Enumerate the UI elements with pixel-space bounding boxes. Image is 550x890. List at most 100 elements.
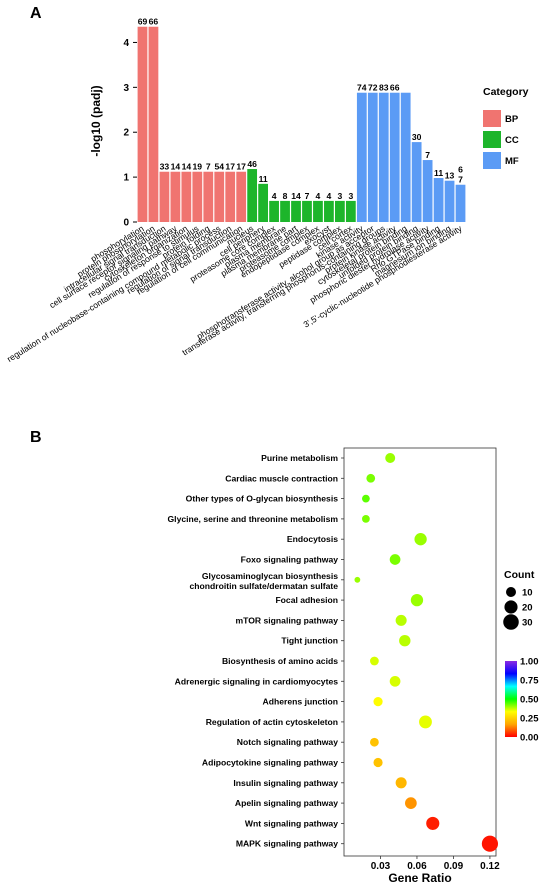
bar-count-label: 7: [305, 191, 310, 201]
y-axis-title: -log10 (padj): [89, 85, 103, 156]
bar-count-label: 66: [149, 17, 159, 27]
bar-count-label: 69: [138, 17, 148, 27]
bar: [236, 171, 247, 222]
pathway-label: Adrenergic signaling in cardiomyocytes: [175, 676, 339, 686]
bar-count-label: 46: [247, 159, 257, 169]
bar: [444, 180, 455, 222]
bar: [159, 171, 170, 222]
bar-count-label: 11: [259, 174, 268, 184]
pathway-label: MAPK signaling pathway: [236, 839, 338, 849]
x-tick-label: 0.09: [444, 861, 464, 872]
bar: [225, 171, 236, 222]
pathway-label: Other types of O-glycan biosynthesis: [186, 494, 339, 504]
bar: [280, 200, 290, 222]
x-tick-label: 0.03: [371, 861, 391, 872]
kegg-enrichment-dot-plot: Purine metabolism Cardiac muscle contract…: [168, 447, 539, 885]
bar: [455, 184, 466, 222]
bar-count-label: 33: [160, 162, 170, 172]
data-point: [385, 453, 396, 463]
bar: [258, 183, 268, 222]
y-tick-label: 2: [123, 128, 129, 139]
data-point: [354, 576, 361, 583]
pathway-label: Adherens junction: [263, 697, 338, 707]
bar: [148, 26, 159, 222]
bar: [247, 169, 258, 222]
data-point: [373, 757, 383, 768]
legend-label: CC: [505, 135, 519, 146]
pathway-label: Glycosaminoglycan biosynthesis: [202, 571, 338, 581]
bar-count-label: 7: [206, 162, 211, 172]
bar-count-label: 17: [236, 162, 246, 172]
bar-count-label: 74: [357, 83, 367, 93]
size-legend-label: 30: [522, 618, 533, 629]
bar: [291, 200, 301, 222]
colorbar-tick-label: 1.00: [520, 657, 539, 668]
bar: [367, 92, 378, 222]
bar: [422, 160, 433, 222]
x-tick-label: 0.06: [407, 861, 427, 872]
bar: [356, 92, 367, 222]
bar: [214, 171, 225, 222]
colorbar-tick-label: 0.25: [520, 714, 539, 725]
bar-count-label: 17: [225, 162, 235, 172]
size-legend-label: 20: [522, 603, 533, 614]
bar: [433, 178, 444, 222]
data-point: [481, 835, 499, 852]
pathway-label: Focal adhesion: [275, 595, 338, 605]
x-tick-label: 0.12: [480, 861, 500, 872]
panel-b-label: B: [30, 429, 42, 446]
pathway-label: Foxo signaling pathway: [241, 555, 339, 565]
colorbar-tick-label: 0.00: [520, 733, 539, 744]
colorbar: [505, 661, 517, 737]
pathway-label: Regulation of actin cytoskeleton: [206, 717, 338, 727]
colorbar-tick-label: 0.75: [520, 676, 539, 687]
size-legend-dot: [506, 587, 516, 597]
bar-count-label: 7: [425, 150, 430, 160]
bar: [203, 171, 214, 222]
data-point: [419, 715, 432, 729]
y-tick-label: 1: [123, 173, 129, 184]
bar-count-label: 4: [272, 191, 277, 201]
data-point: [414, 533, 427, 546]
bar-count-label: 7: [458, 175, 463, 185]
pathway-label: Notch signaling pathway: [237, 737, 338, 747]
size-legend-title: Count: [504, 569, 535, 581]
pathway-label: Insulin signaling pathway: [233, 778, 338, 788]
data-point: [373, 697, 383, 707]
colorbar-tick-label: 0.50: [520, 695, 539, 706]
x-axis-title: Gene Ratio: [388, 871, 451, 885]
data-point: [370, 656, 379, 666]
data-point: [405, 797, 417, 809]
go-enrichment-bar-chart: -log10 (padj)0123469phosphorylation66pro…: [5, 17, 529, 364]
legend-label: MF: [505, 156, 519, 167]
pathway-label: Apelin signaling pathway: [235, 798, 338, 808]
bar: [400, 92, 411, 222]
bar: [389, 92, 400, 222]
data-point: [370, 737, 379, 747]
pathway-label: Adipocytokine signaling pathway: [202, 758, 338, 768]
size-legend-dot: [503, 614, 519, 630]
data-point: [410, 593, 424, 607]
pathway-label: Purine metabolism: [261, 453, 338, 463]
bar: [269, 200, 279, 222]
bar-count-label: 30: [412, 132, 422, 142]
bar: [324, 200, 334, 222]
plot-frame: [343, 447, 497, 857]
bar: [137, 26, 148, 222]
data-point: [389, 554, 401, 565]
bar-count-label: 3: [337, 191, 342, 201]
y-tick-label: 0: [123, 218, 129, 229]
bar-count-label: 6: [458, 165, 463, 175]
bar: [378, 92, 389, 222]
pathway-label: Cardiac muscle contraction: [225, 473, 338, 483]
bar: [313, 200, 323, 222]
pathway-label: Endocytosis: [287, 534, 338, 544]
pathway-label: Wnt signaling pathway: [245, 818, 338, 828]
size-legend-dot: [504, 600, 518, 614]
bar-count-label: 8: [283, 191, 288, 201]
panel-a-label: A: [30, 5, 42, 22]
data-point: [389, 675, 401, 687]
legend-swatch: [483, 110, 501, 127]
bar-count-label: 54: [214, 162, 224, 172]
